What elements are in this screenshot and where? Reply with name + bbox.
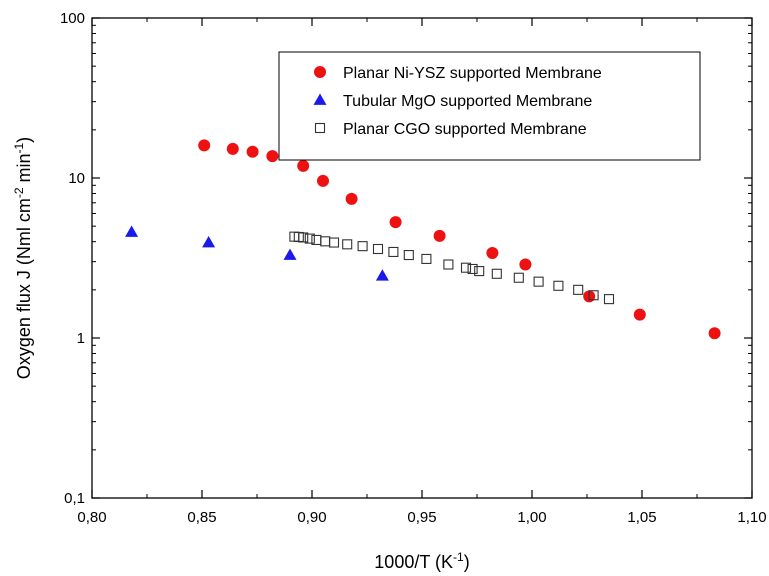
data-point <box>246 145 259 158</box>
y-tick-label: 10 <box>68 170 85 187</box>
data-point <box>297 159 310 172</box>
x-axis-title: 1000/T (K-1) <box>374 550 469 572</box>
data-point <box>357 241 368 252</box>
data-point <box>403 249 414 261</box>
x-tick-label: 1,05 <box>627 509 656 526</box>
data-point <box>202 236 216 248</box>
series-1 <box>198 139 721 340</box>
data-point <box>266 150 279 163</box>
x-tick-label: 0,90 <box>297 509 326 526</box>
y-tick-label: 0,1 <box>64 490 85 507</box>
data-point <box>460 262 472 273</box>
legend-marker <box>314 66 326 78</box>
data-marks <box>125 139 721 340</box>
data-point <box>125 225 139 237</box>
data-point <box>443 259 454 270</box>
data-point <box>304 233 315 244</box>
data-point <box>198 139 211 152</box>
data-point <box>513 272 524 283</box>
legend-label: Tubular MgO supported Membrane <box>343 93 592 110</box>
data-point <box>320 236 331 247</box>
data-point <box>708 327 721 340</box>
data-point <box>474 266 485 277</box>
data-point <box>433 229 446 242</box>
legend-box <box>278 51 701 161</box>
series-2 <box>125 225 389 281</box>
data-point <box>633 308 646 321</box>
data-point <box>491 268 502 279</box>
data-point <box>588 290 599 301</box>
data-point <box>388 246 399 257</box>
data-point <box>533 276 544 287</box>
data-point <box>519 258 532 271</box>
data-point <box>345 192 358 205</box>
legend-label: Planar CGO supported Membrane <box>343 121 587 138</box>
data-point <box>421 253 432 264</box>
y-axis: 0,1 1 10 100 <box>60 10 752 507</box>
data-point <box>328 237 340 248</box>
data-point <box>283 248 297 260</box>
data-point <box>467 263 478 275</box>
y-tick-label: 1 <box>77 330 85 347</box>
series-3 <box>289 231 615 305</box>
data-point <box>317 174 329 187</box>
data-point <box>226 142 239 155</box>
data-point <box>553 280 564 291</box>
x-tick-label: 0,95 <box>407 509 436 526</box>
x-axis: 0,80 0,85 0,90 0,95 1,00 1,05 1,10 <box>77 18 767 526</box>
y-axis-title: Oxygen flux J (Nml cm-2 min-1) <box>12 137 34 379</box>
data-point <box>603 294 615 305</box>
legend-label: Planar Ni-YSZ supported Membrane <box>343 65 602 82</box>
legend: Planar Ni-YSZ supported Membrane Tubular … <box>278 51 701 161</box>
x-tick-label: 1,10 <box>737 509 766 526</box>
data-point <box>375 269 389 281</box>
data-point <box>372 243 384 255</box>
data-point <box>342 239 353 250</box>
data-point <box>486 246 499 259</box>
data-point <box>573 284 584 295</box>
legend-marker <box>313 93 327 105</box>
y-tick-label: 100 <box>60 10 85 27</box>
x-tick-label: 0,80 <box>77 509 106 526</box>
x-tick-label: 1,00 <box>517 509 546 526</box>
legend-marker <box>314 122 326 134</box>
x-tick-label: 0,85 <box>187 509 216 526</box>
data-point <box>298 232 309 243</box>
data-point <box>389 216 402 229</box>
